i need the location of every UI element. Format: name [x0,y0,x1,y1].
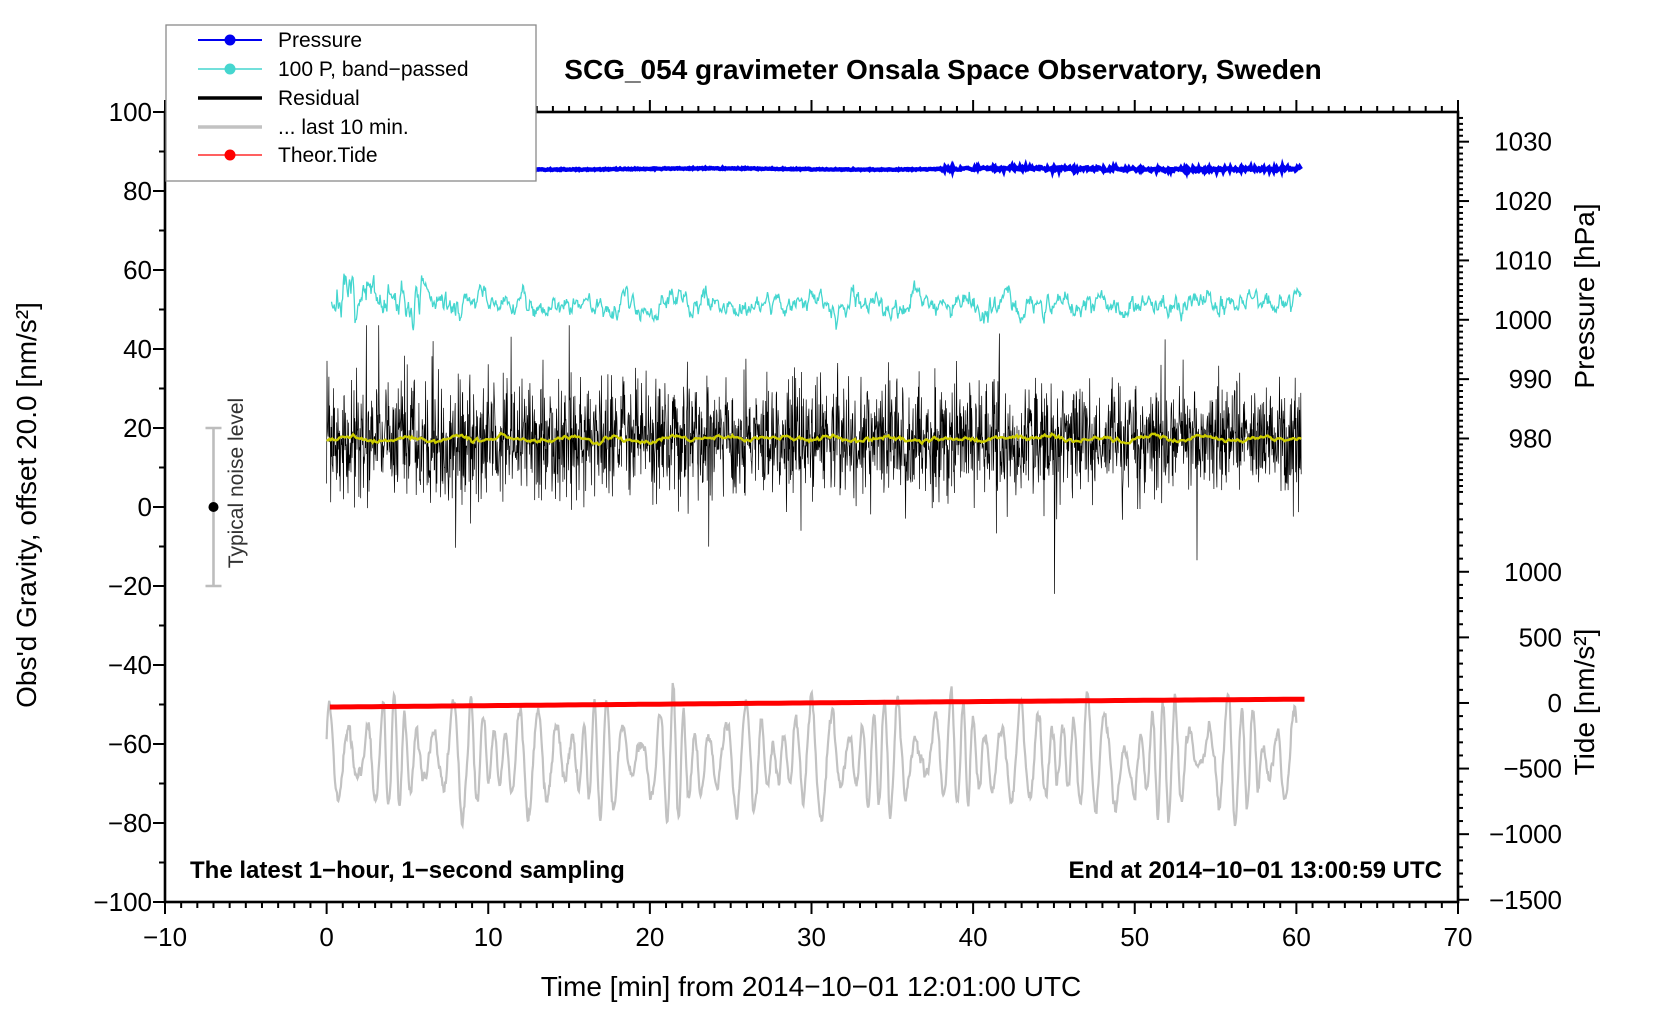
tick-label: −60 [108,729,152,759]
tick-label: 1030 [1494,127,1552,157]
x-axis-label: Time [min] from 2014−10−01 12:01:00 UTC [541,971,1082,1002]
series-2-line [326,325,1302,594]
legend-label-pressure: Pressure [278,29,362,52]
noise-errorbar [205,426,222,588]
tick-label: 1020 [1494,186,1552,216]
legend: Pressure 100 P, band−passed Residual ...… [165,24,537,182]
tick-label: −20 [108,571,152,601]
tick-label: 20 [635,922,664,952]
tick-label: 30 [797,922,826,952]
legend-label-band-passed: 100 P, band−passed [278,58,469,81]
tick-label: 0 [138,492,152,522]
tick-label: 60 [123,255,152,285]
tick-label: −1500 [1489,885,1562,915]
tick-label: 10 [474,922,503,952]
tick-label: 40 [123,334,152,364]
noise-level-label: Typical noise level [225,398,248,568]
series-5-line [329,696,1305,710]
tick-layer: −10 0 10 20 30 40 50 60 70100806040200−20−40−60−… [93,97,1562,952]
tick-label: 1000 [1504,557,1562,587]
tick-label: 50 [1120,922,1149,952]
legend-marker-1 [224,63,236,75]
tick-label: 70 [1444,922,1473,952]
legend-label-residual: Residual [278,87,360,110]
tick-label: −100 [93,887,152,917]
legend-label-theor-tide: Theor.Tide [278,144,378,167]
tick-label: 80 [123,176,152,206]
tick-label: 1000 [1494,305,1552,335]
tick-label: −500 [1503,754,1562,784]
plot-frame [163,110,1460,904]
y-axis-label-gravity: Obs'd Gravity, offset 20.0 [nm/s²] [11,302,42,708]
tick-label: −10 [143,922,187,952]
tick-label: 20 [123,413,152,443]
series-4-line [325,682,1298,830]
y-axis-label-pressure: Pressure [hPa] [1569,203,1600,388]
tick-label: 1010 [1494,245,1552,275]
tick-label: 500 [1519,622,1562,652]
tick-label: 0 [1548,688,1562,718]
tick-label: 980 [1509,424,1552,454]
tick-label: −40 [108,650,152,680]
legend-marker-4 [224,149,236,161]
chart-title: SCG_054 gravimeter Onsala Space Observat… [564,54,1321,85]
tick-label: 990 [1509,364,1552,394]
tick-label: 40 [959,922,988,952]
tick-label: −1000 [1489,819,1562,849]
tick-label: 100 [109,97,152,127]
series-layer [325,158,1305,830]
tick-label: 0 [319,922,333,952]
annotation-sampling-info: The latest 1−hour, 1−second sampling [190,857,625,884]
legend-label-last10min: ... last 10 min. [278,116,409,139]
legend-marker-0 [224,34,236,46]
tick-label: −80 [108,808,152,838]
series-1-line [330,273,1302,331]
annotation-end-time: End at 2014−10−01 13:00:59 UTC [1068,857,1442,884]
noise-dot [208,502,219,512]
y-axis-label-tide: Tide [nm/s²] [1569,629,1600,776]
tick-label: 60 [1282,922,1311,952]
legend-samples [198,34,262,161]
series-3-line [326,431,1302,447]
